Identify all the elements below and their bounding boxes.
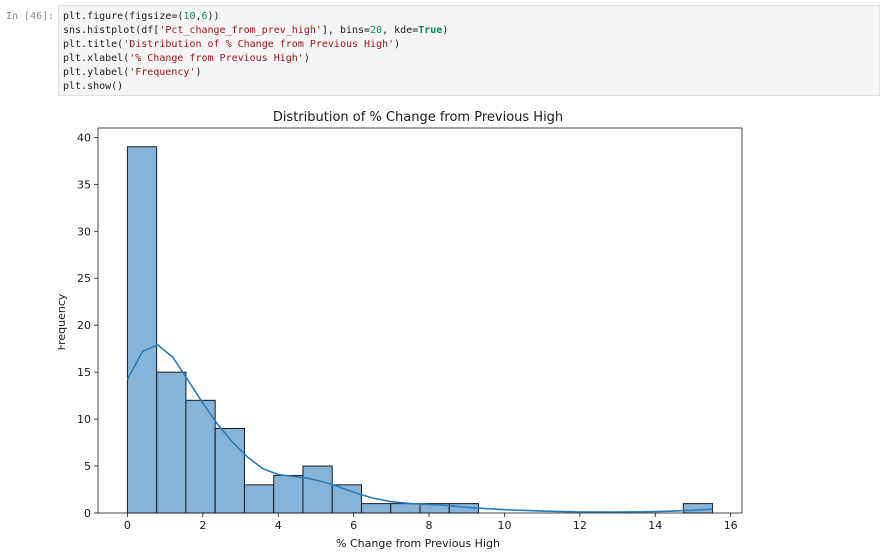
- code-token: ): [303, 53, 310, 64]
- x-tick-label: 16: [724, 519, 738, 532]
- x-tick-label: 6: [350, 519, 357, 532]
- plot-frame: [97, 127, 743, 514]
- cell-output: Distribution of % Change from Previous H…: [55, 100, 880, 555]
- code-token: sns.histplot(df[: [63, 25, 160, 36]
- code-token: 'Frequency': [129, 67, 196, 78]
- cell-prompt: In [46]:: [6, 11, 55, 22]
- x-tick-label: 10: [497, 519, 511, 532]
- x-tick-label: 0: [124, 519, 131, 532]
- histogram-chart: Distribution of % Change from Previous H…: [55, 110, 743, 550]
- histogram-bar: [302, 465, 333, 514]
- code-token: ,: [195, 11, 202, 22]
- y-tick-label: 20: [77, 319, 91, 332]
- histogram-bar: [243, 484, 275, 514]
- code-cell[interactable]: plt.figure(figsize=(10,6)) sns.histplot(d…: [58, 5, 880, 96]
- y-axis-ticks: 0 5 10 15 20 25 30 35 40: [77, 131, 98, 520]
- code-token: plt.ylabel(: [63, 67, 130, 78]
- code-line: plt.xlabel('% Change from Previous High'…: [63, 52, 310, 66]
- code-line: plt.title('Distribution of % Change from…: [63, 38, 400, 52]
- code-token: '% Change from Previous High': [129, 53, 304, 64]
- code-token: 6: [201, 11, 208, 22]
- code-token: 'Distribution of % Change from Previous …: [123, 39, 395, 50]
- code-token: plt.figure(figsize=(: [63, 11, 184, 22]
- code-token: ): [195, 67, 202, 78]
- x-axis-ticks: 0 2 4 6 8 10 12 14 16: [124, 513, 738, 532]
- code-token: )): [207, 11, 220, 22]
- x-tick-label: 4: [275, 519, 282, 532]
- histogram-bar: [185, 399, 216, 514]
- code-line: plt.ylabel('Frequency'): [63, 66, 202, 80]
- kde-curve: [126, 344, 713, 513]
- histogram-bar: [214, 427, 245, 514]
- code-token: ], bins=: [321, 25, 371, 36]
- code-token: ): [442, 25, 449, 36]
- code-token: 20: [370, 25, 383, 36]
- x-tick-label: 12: [573, 519, 587, 532]
- code-line: sns.histplot(df['Pct_change_from_prev_hi…: [63, 24, 448, 38]
- x-tick-label: 2: [199, 519, 206, 532]
- x-tick-label: 8: [426, 519, 433, 532]
- code-line: plt.figure(figsize=(10,6)): [63, 10, 220, 24]
- code-token: 'Pct_change_from_prev_high': [159, 25, 322, 36]
- kde-line: [126, 344, 713, 513]
- y-tick-label: 25: [77, 272, 91, 285]
- code-token: plt.show(): [63, 81, 124, 92]
- y-tick-label: 0: [84, 507, 91, 520]
- y-axis-label: Frequency: [58, 293, 68, 350]
- code-token: plt.xlabel(: [63, 53, 130, 64]
- code-line: plt.show(): [63, 80, 123, 94]
- y-tick-label: 35: [77, 178, 91, 191]
- histogram-bar: [126, 146, 158, 514]
- histogram-bar: [682, 503, 714, 514]
- histogram-bar: [390, 503, 421, 514]
- histogram-bar: [360, 503, 392, 514]
- y-tick-label: 30: [77, 225, 91, 238]
- chart-title: Distribution of % Change from Previous H…: [273, 110, 563, 125]
- code-token: , kde=: [382, 25, 419, 36]
- code-token: plt.title(: [63, 39, 124, 50]
- code-token: 10: [183, 11, 196, 22]
- y-tick-label: 5: [84, 460, 91, 473]
- code-token: ): [394, 39, 401, 50]
- y-tick-label: 40: [77, 131, 91, 144]
- x-axis-label: % Change from Previous High: [336, 537, 500, 550]
- histogram-bars: [126, 146, 714, 514]
- y-tick-label: 10: [77, 413, 91, 426]
- histogram-bar: [273, 474, 304, 514]
- code-token: True: [418, 25, 443, 36]
- x-tick-label: 14: [648, 519, 662, 532]
- y-tick-label: 15: [77, 366, 91, 379]
- histogram-bar: [156, 371, 187, 514]
